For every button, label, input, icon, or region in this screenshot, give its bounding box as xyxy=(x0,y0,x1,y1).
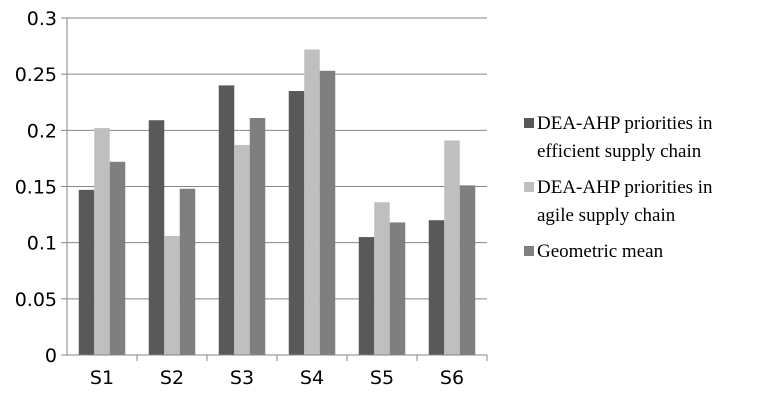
y-tick-label: 0.1 xyxy=(27,233,57,255)
bar-s4-series-2 xyxy=(304,49,320,355)
bar-s2-series-2 xyxy=(164,235,180,355)
bar-s6-series-3 xyxy=(459,185,476,355)
bars xyxy=(78,49,476,356)
y-tick-label: 0.05 xyxy=(15,289,57,311)
bar-s6-series-2 xyxy=(444,140,460,355)
bar-s6-series-1 xyxy=(428,220,445,355)
bar-s1-series-3 xyxy=(109,161,126,355)
bar-s4-series-3 xyxy=(319,70,336,356)
legend-item: DEA-AHP priorities in agile supply chain xyxy=(524,177,713,226)
y-tick-label: 0.2 xyxy=(27,120,57,142)
axes xyxy=(61,17,488,361)
legend-label: DEA-AHP priorities in xyxy=(537,177,713,198)
x-tick-label: S5 xyxy=(370,367,394,389)
x-tick-label: S1 xyxy=(90,367,114,389)
bar-s3-series-2 xyxy=(234,144,250,355)
legend-swatch xyxy=(524,246,534,256)
legend-swatch xyxy=(524,182,534,192)
legend-label: Geometric mean xyxy=(537,241,664,262)
bar-s5-series-1 xyxy=(358,237,375,355)
legend-label: agile supply chain xyxy=(537,205,676,226)
y-tick-label: 0.25 xyxy=(15,64,57,86)
x-tick-label: S3 xyxy=(230,367,254,389)
y-tick-label: 0.15 xyxy=(15,177,57,199)
bar-s2-series-1 xyxy=(148,120,165,356)
legend-label: efficient supply chain xyxy=(537,141,702,162)
y-tick-labels: 0 0.05 0.1 0.15 0.2 0.25 0.3 xyxy=(15,8,57,367)
bar-s5-series-3 xyxy=(389,222,406,355)
x-tick-label: S6 xyxy=(440,367,464,389)
bar-s4-series-1 xyxy=(288,91,305,356)
x-tick-label: S2 xyxy=(160,367,184,389)
bar-s5-series-2 xyxy=(374,202,390,355)
legend-item: Geometric mean xyxy=(524,241,664,262)
legend-swatch xyxy=(524,118,534,128)
bar-s3-series-3 xyxy=(249,117,266,355)
legend-item: DEA-AHP priorities in efficient supply ch… xyxy=(524,113,713,162)
bar-s3-series-1 xyxy=(218,85,235,356)
bar-s2-series-3 xyxy=(179,188,196,355)
gridlines xyxy=(67,17,487,300)
x-tick-labels: S1 S2 S3 S4 S5 S6 xyxy=(90,367,464,389)
legend: DEA-AHP priorities in efficient supply ch… xyxy=(524,113,713,262)
y-tick-label: 0.3 xyxy=(27,8,57,30)
y-tick-label: 0 xyxy=(45,345,57,367)
bar-s1-series-2 xyxy=(94,128,110,355)
bar-s1-series-1 xyxy=(78,189,95,355)
legend-label: DEA-AHP priorities in xyxy=(537,113,713,134)
x-tick-label: S4 xyxy=(300,367,324,389)
